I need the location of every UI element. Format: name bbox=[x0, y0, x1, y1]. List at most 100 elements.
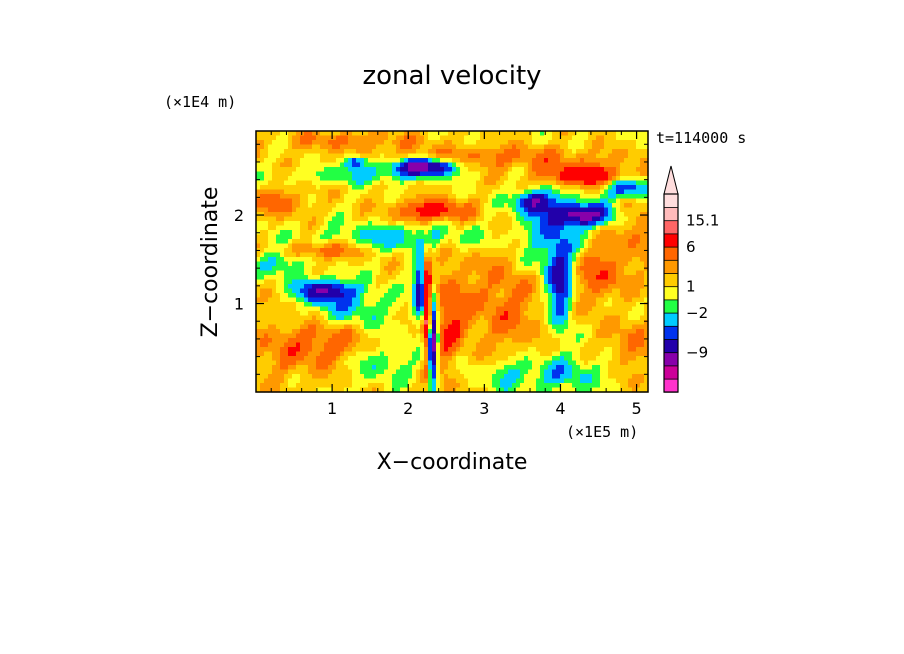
heatmap-cell bbox=[260, 329, 265, 335]
heatmap-cell bbox=[356, 149, 361, 155]
heatmap-cell bbox=[388, 266, 393, 272]
heatmap-cell bbox=[376, 216, 381, 222]
heatmap-cell bbox=[340, 171, 345, 177]
heatmap-cell bbox=[624, 347, 629, 353]
heatmap-cell bbox=[316, 234, 321, 240]
heatmap-cell bbox=[404, 140, 409, 146]
heatmap-cell bbox=[520, 234, 525, 240]
heatmap-cell bbox=[520, 302, 525, 308]
heatmap-cell bbox=[320, 297, 325, 303]
heatmap-cell bbox=[384, 194, 389, 200]
heatmap-cell bbox=[424, 176, 429, 182]
heatmap-cell bbox=[508, 351, 513, 357]
heatmap-cell bbox=[580, 176, 585, 182]
heatmap-cell bbox=[312, 320, 317, 326]
heatmap-cell bbox=[604, 320, 609, 326]
heatmap-cell bbox=[356, 275, 361, 281]
heatmap-cell bbox=[400, 234, 405, 240]
heatmap-cell bbox=[468, 297, 473, 303]
heatmap-cell bbox=[544, 207, 549, 213]
heatmap-cell bbox=[328, 167, 333, 173]
heatmap-cell bbox=[348, 248, 353, 254]
heatmap-cell bbox=[324, 149, 329, 155]
heatmap-cell bbox=[456, 347, 461, 353]
heatmap-cell bbox=[512, 248, 517, 254]
heatmap-cell bbox=[400, 171, 405, 177]
heatmap-cell bbox=[396, 180, 401, 186]
heatmap-cell bbox=[524, 297, 529, 303]
heatmap-cell bbox=[324, 203, 329, 209]
heatmap-cell bbox=[300, 167, 305, 173]
heatmap-cell bbox=[436, 261, 441, 267]
heatmap-cell bbox=[584, 144, 589, 150]
heatmap-cell bbox=[448, 320, 453, 326]
heatmap-cell bbox=[264, 347, 269, 353]
heatmap-cell bbox=[436, 279, 441, 285]
heatmap-cell bbox=[508, 189, 513, 195]
heatmap-cell bbox=[596, 320, 601, 326]
heatmap-cell bbox=[356, 216, 361, 222]
heatmap-cell bbox=[256, 338, 261, 344]
heatmap-cell bbox=[296, 252, 301, 258]
heatmap-cell bbox=[584, 185, 589, 191]
heatmap-cell bbox=[512, 270, 517, 276]
heatmap-cell bbox=[332, 306, 337, 312]
heatmap-cell bbox=[364, 176, 369, 182]
heatmap-cell bbox=[628, 239, 633, 245]
heatmap-cell bbox=[432, 158, 437, 164]
heatmap-cell bbox=[264, 356, 269, 362]
heatmap-cell bbox=[436, 176, 441, 182]
heatmap-cell bbox=[540, 329, 545, 335]
heatmap-cell bbox=[580, 342, 585, 348]
heatmap-cell bbox=[564, 153, 569, 159]
heatmap-cell bbox=[368, 144, 373, 150]
heatmap-cell bbox=[636, 288, 641, 294]
heatmap-cell bbox=[588, 257, 593, 263]
heatmap-cell bbox=[328, 171, 333, 177]
heatmap-cell bbox=[356, 279, 361, 285]
heatmap-cell bbox=[456, 288, 461, 294]
heatmap-cell bbox=[564, 144, 569, 150]
heatmap-cell bbox=[348, 167, 353, 173]
heatmap-cell bbox=[384, 189, 389, 195]
heatmap-cell bbox=[536, 158, 541, 164]
heatmap-cell bbox=[340, 149, 345, 155]
heatmap-cell bbox=[516, 207, 521, 213]
heatmap-cell bbox=[280, 144, 285, 150]
heatmap-cell bbox=[412, 212, 417, 218]
heatmap-cell bbox=[412, 347, 417, 353]
heatmap-cell bbox=[472, 230, 477, 236]
heatmap-cell bbox=[612, 185, 617, 191]
heatmap-cell bbox=[264, 239, 269, 245]
heatmap-cell bbox=[528, 225, 533, 231]
heatmap-cell bbox=[348, 230, 353, 236]
heatmap-cell bbox=[492, 329, 497, 335]
heatmap-cell bbox=[268, 284, 273, 290]
heatmap-cell bbox=[560, 234, 565, 240]
heatmap-cell bbox=[632, 248, 637, 254]
heatmap-cell bbox=[376, 306, 381, 312]
heatmap-cell bbox=[272, 180, 277, 186]
heatmap-cell bbox=[312, 315, 317, 321]
heatmap-cell bbox=[472, 297, 477, 303]
heatmap-cell bbox=[260, 306, 265, 312]
heatmap-cell bbox=[448, 135, 453, 141]
heatmap-cell bbox=[324, 311, 329, 317]
heatmap-cell bbox=[616, 171, 621, 177]
heatmap-cell bbox=[260, 279, 265, 285]
heatmap-cell bbox=[532, 356, 537, 362]
heatmap-cell bbox=[644, 261, 649, 267]
heatmap-cell bbox=[504, 135, 509, 141]
heatmap-cell bbox=[376, 189, 381, 195]
heatmap-cell bbox=[484, 180, 489, 186]
heatmap-cell bbox=[440, 293, 445, 299]
heatmap-cell bbox=[500, 140, 505, 146]
heatmap-cell bbox=[308, 302, 313, 308]
heatmap-cell bbox=[508, 356, 513, 362]
heatmap-cell bbox=[384, 333, 389, 339]
heatmap-cell bbox=[356, 261, 361, 267]
heatmap-cell bbox=[516, 320, 521, 326]
heatmap-cell bbox=[384, 252, 389, 258]
heatmap-cell bbox=[580, 275, 585, 281]
heatmap-cell bbox=[288, 131, 293, 137]
